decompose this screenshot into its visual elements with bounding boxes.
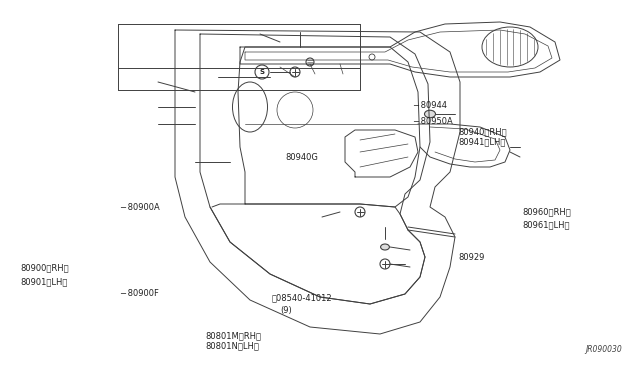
Text: ─ 80900F: ─ 80900F xyxy=(120,289,159,298)
Ellipse shape xyxy=(381,244,389,250)
Text: 80940G: 80940G xyxy=(285,154,318,163)
Text: 80801M〈RH〉: 80801M〈RH〉 xyxy=(205,331,261,340)
Text: 80960〈RH〉: 80960〈RH〉 xyxy=(522,208,571,217)
Text: 80940〈RH〉: 80940〈RH〉 xyxy=(458,128,507,137)
Text: ゅ08540-41012: ゅ08540-41012 xyxy=(272,294,333,302)
Text: JR090030: JR090030 xyxy=(585,345,622,354)
Text: S: S xyxy=(259,69,264,75)
Text: ─ 80944: ─ 80944 xyxy=(413,100,447,109)
Ellipse shape xyxy=(424,110,435,118)
Text: 80961〈LH〉: 80961〈LH〉 xyxy=(522,221,570,230)
Text: 80801N〈LH〉: 80801N〈LH〉 xyxy=(205,341,259,350)
Text: ─ 80950A: ─ 80950A xyxy=(413,118,452,126)
Text: ─ 80900A: ─ 80900A xyxy=(120,203,160,212)
Text: (9): (9) xyxy=(280,305,292,314)
Text: 80941〈LH〉: 80941〈LH〉 xyxy=(458,138,506,147)
Text: 80901〈LH〉: 80901〈LH〉 xyxy=(20,278,67,286)
Text: 80929: 80929 xyxy=(458,253,484,263)
Circle shape xyxy=(306,58,314,66)
Text: 80900〈RH〉: 80900〈RH〉 xyxy=(20,263,68,273)
